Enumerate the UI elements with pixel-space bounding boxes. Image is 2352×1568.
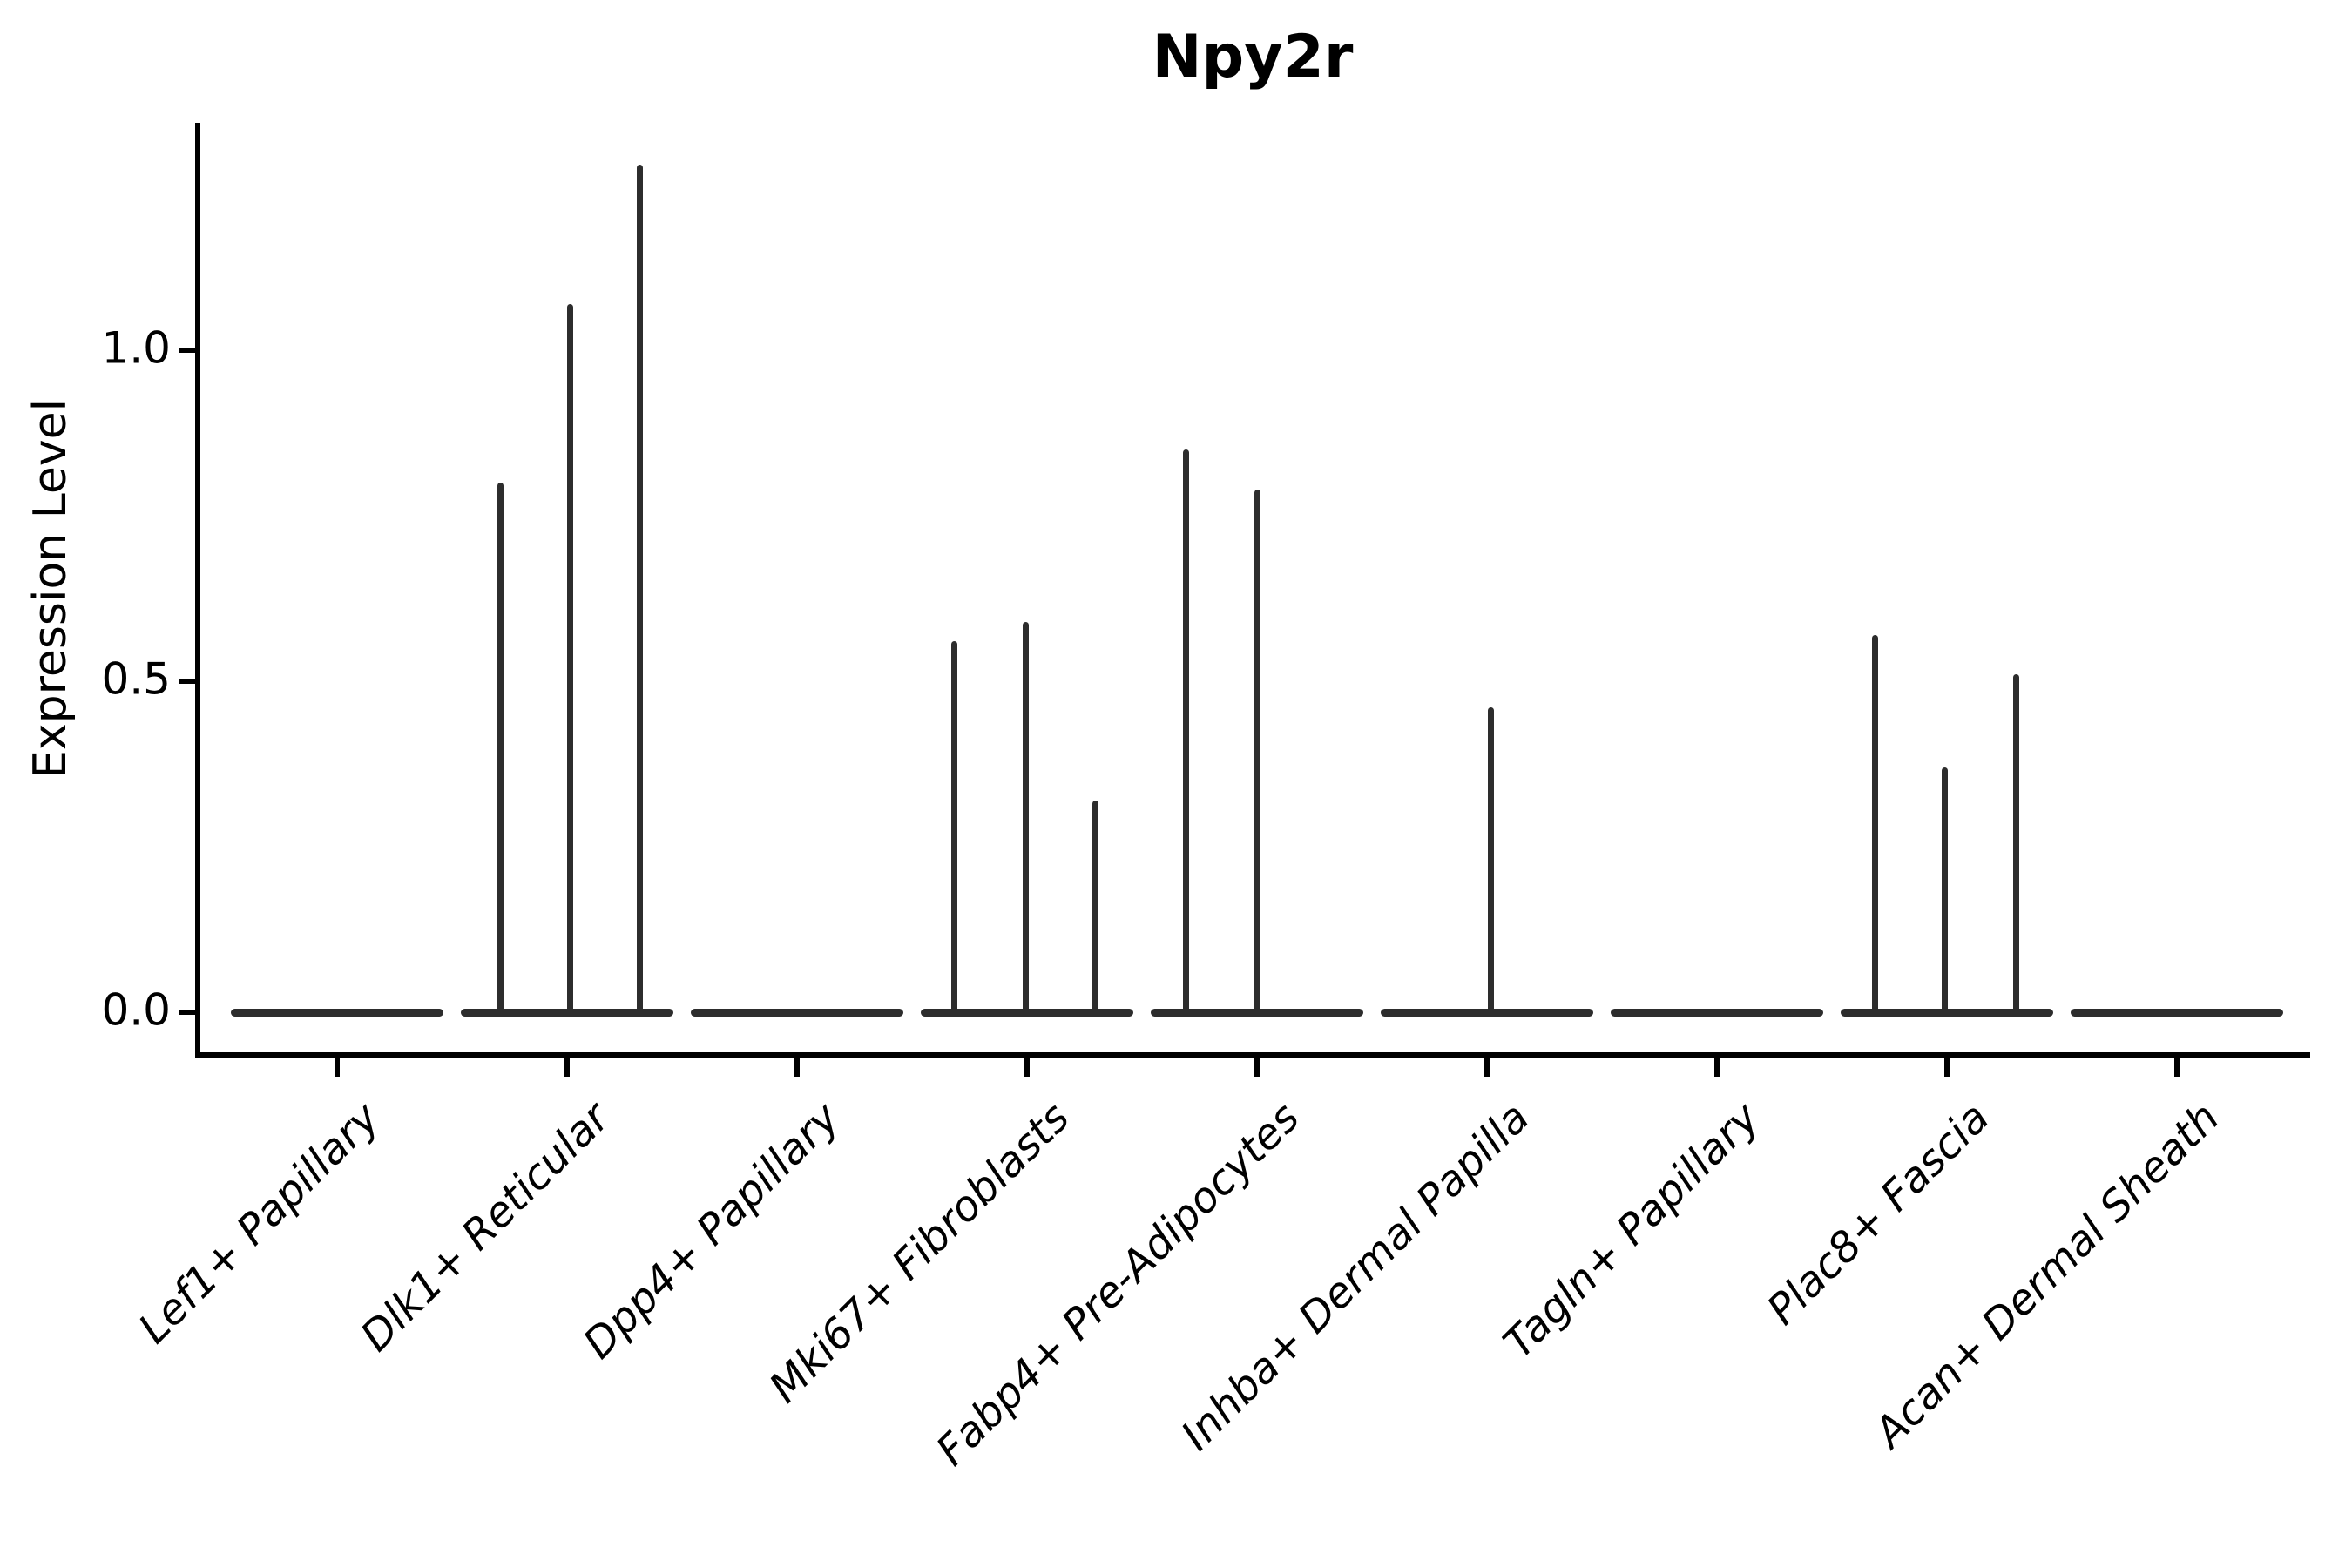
y-tick-mark [179, 348, 197, 353]
violin-spike [1023, 621, 1029, 1012]
x-tick-label: Tagln+ Papillary [1494, 1093, 1769, 1369]
y-tick-label: 1.0 [101, 322, 171, 374]
x-tick-label: Dlk1+ Reticular [351, 1093, 619, 1362]
violin-spike [1942, 767, 1948, 1012]
y-tick-mark [179, 1010, 197, 1015]
x-tick-label: Fabp4+ Pre-Adipocytes [927, 1093, 1309, 1476]
x-tick-label: Mki67+ Fibroblasts [760, 1093, 1079, 1413]
x-tick-mark [1254, 1058, 1260, 1077]
violin-baseline [461, 1009, 673, 1017]
x-tick-mark [564, 1058, 570, 1077]
x-tick-mark [794, 1058, 800, 1077]
violin-baseline [231, 1009, 443, 1017]
x-axis-spine [195, 1052, 2310, 1058]
violin-spike [2013, 674, 2019, 1012]
plot-title: Npy2r [1152, 23, 1354, 91]
y-axis-spine [195, 123, 200, 1058]
x-tick-mark [1484, 1058, 1490, 1077]
x-tick-mark [335, 1058, 340, 1077]
y-axis-label: Expression Level [24, 398, 77, 780]
violin-spike [1183, 449, 1189, 1012]
y-tick-mark [179, 679, 197, 684]
violin-spike [567, 303, 573, 1012]
x-tick-label: Lef1+ Papillary [129, 1093, 389, 1354]
x-tick-mark [1944, 1058, 1950, 1077]
x-tick-label: Dpp4+ Papillary [574, 1093, 849, 1369]
violin-spike [497, 483, 504, 1012]
x-tick-mark [1714, 1058, 1720, 1077]
violin-baseline [1611, 1009, 1823, 1017]
x-tick-label: Acan+ Dermal Sheath [1864, 1093, 2229, 1457]
y-tick-label: 0.5 [101, 653, 171, 705]
violin-spike [1872, 634, 1878, 1012]
violin-spike [1488, 707, 1494, 1012]
x-tick-label: Plac8+ Fascia [1757, 1093, 1999, 1335]
violin-baseline [1841, 1009, 2053, 1017]
x-tick-mark [2174, 1058, 2180, 1077]
violin-baseline [2071, 1009, 2283, 1017]
violin-baseline [1381, 1009, 1593, 1017]
x-tick-label: Inhba+ Dermal Papilla [1172, 1093, 1539, 1461]
x-tick-mark [1024, 1058, 1030, 1077]
violin-spike [1092, 800, 1098, 1012]
violin-baseline [1151, 1009, 1363, 1017]
violin-baseline [691, 1009, 903, 1017]
violin-spike [637, 165, 643, 1012]
y-tick-label: 0.0 [101, 984, 171, 1036]
violin-spike [1254, 489, 1260, 1012]
violin-spike [951, 641, 957, 1012]
violin-baseline [921, 1009, 1133, 1017]
